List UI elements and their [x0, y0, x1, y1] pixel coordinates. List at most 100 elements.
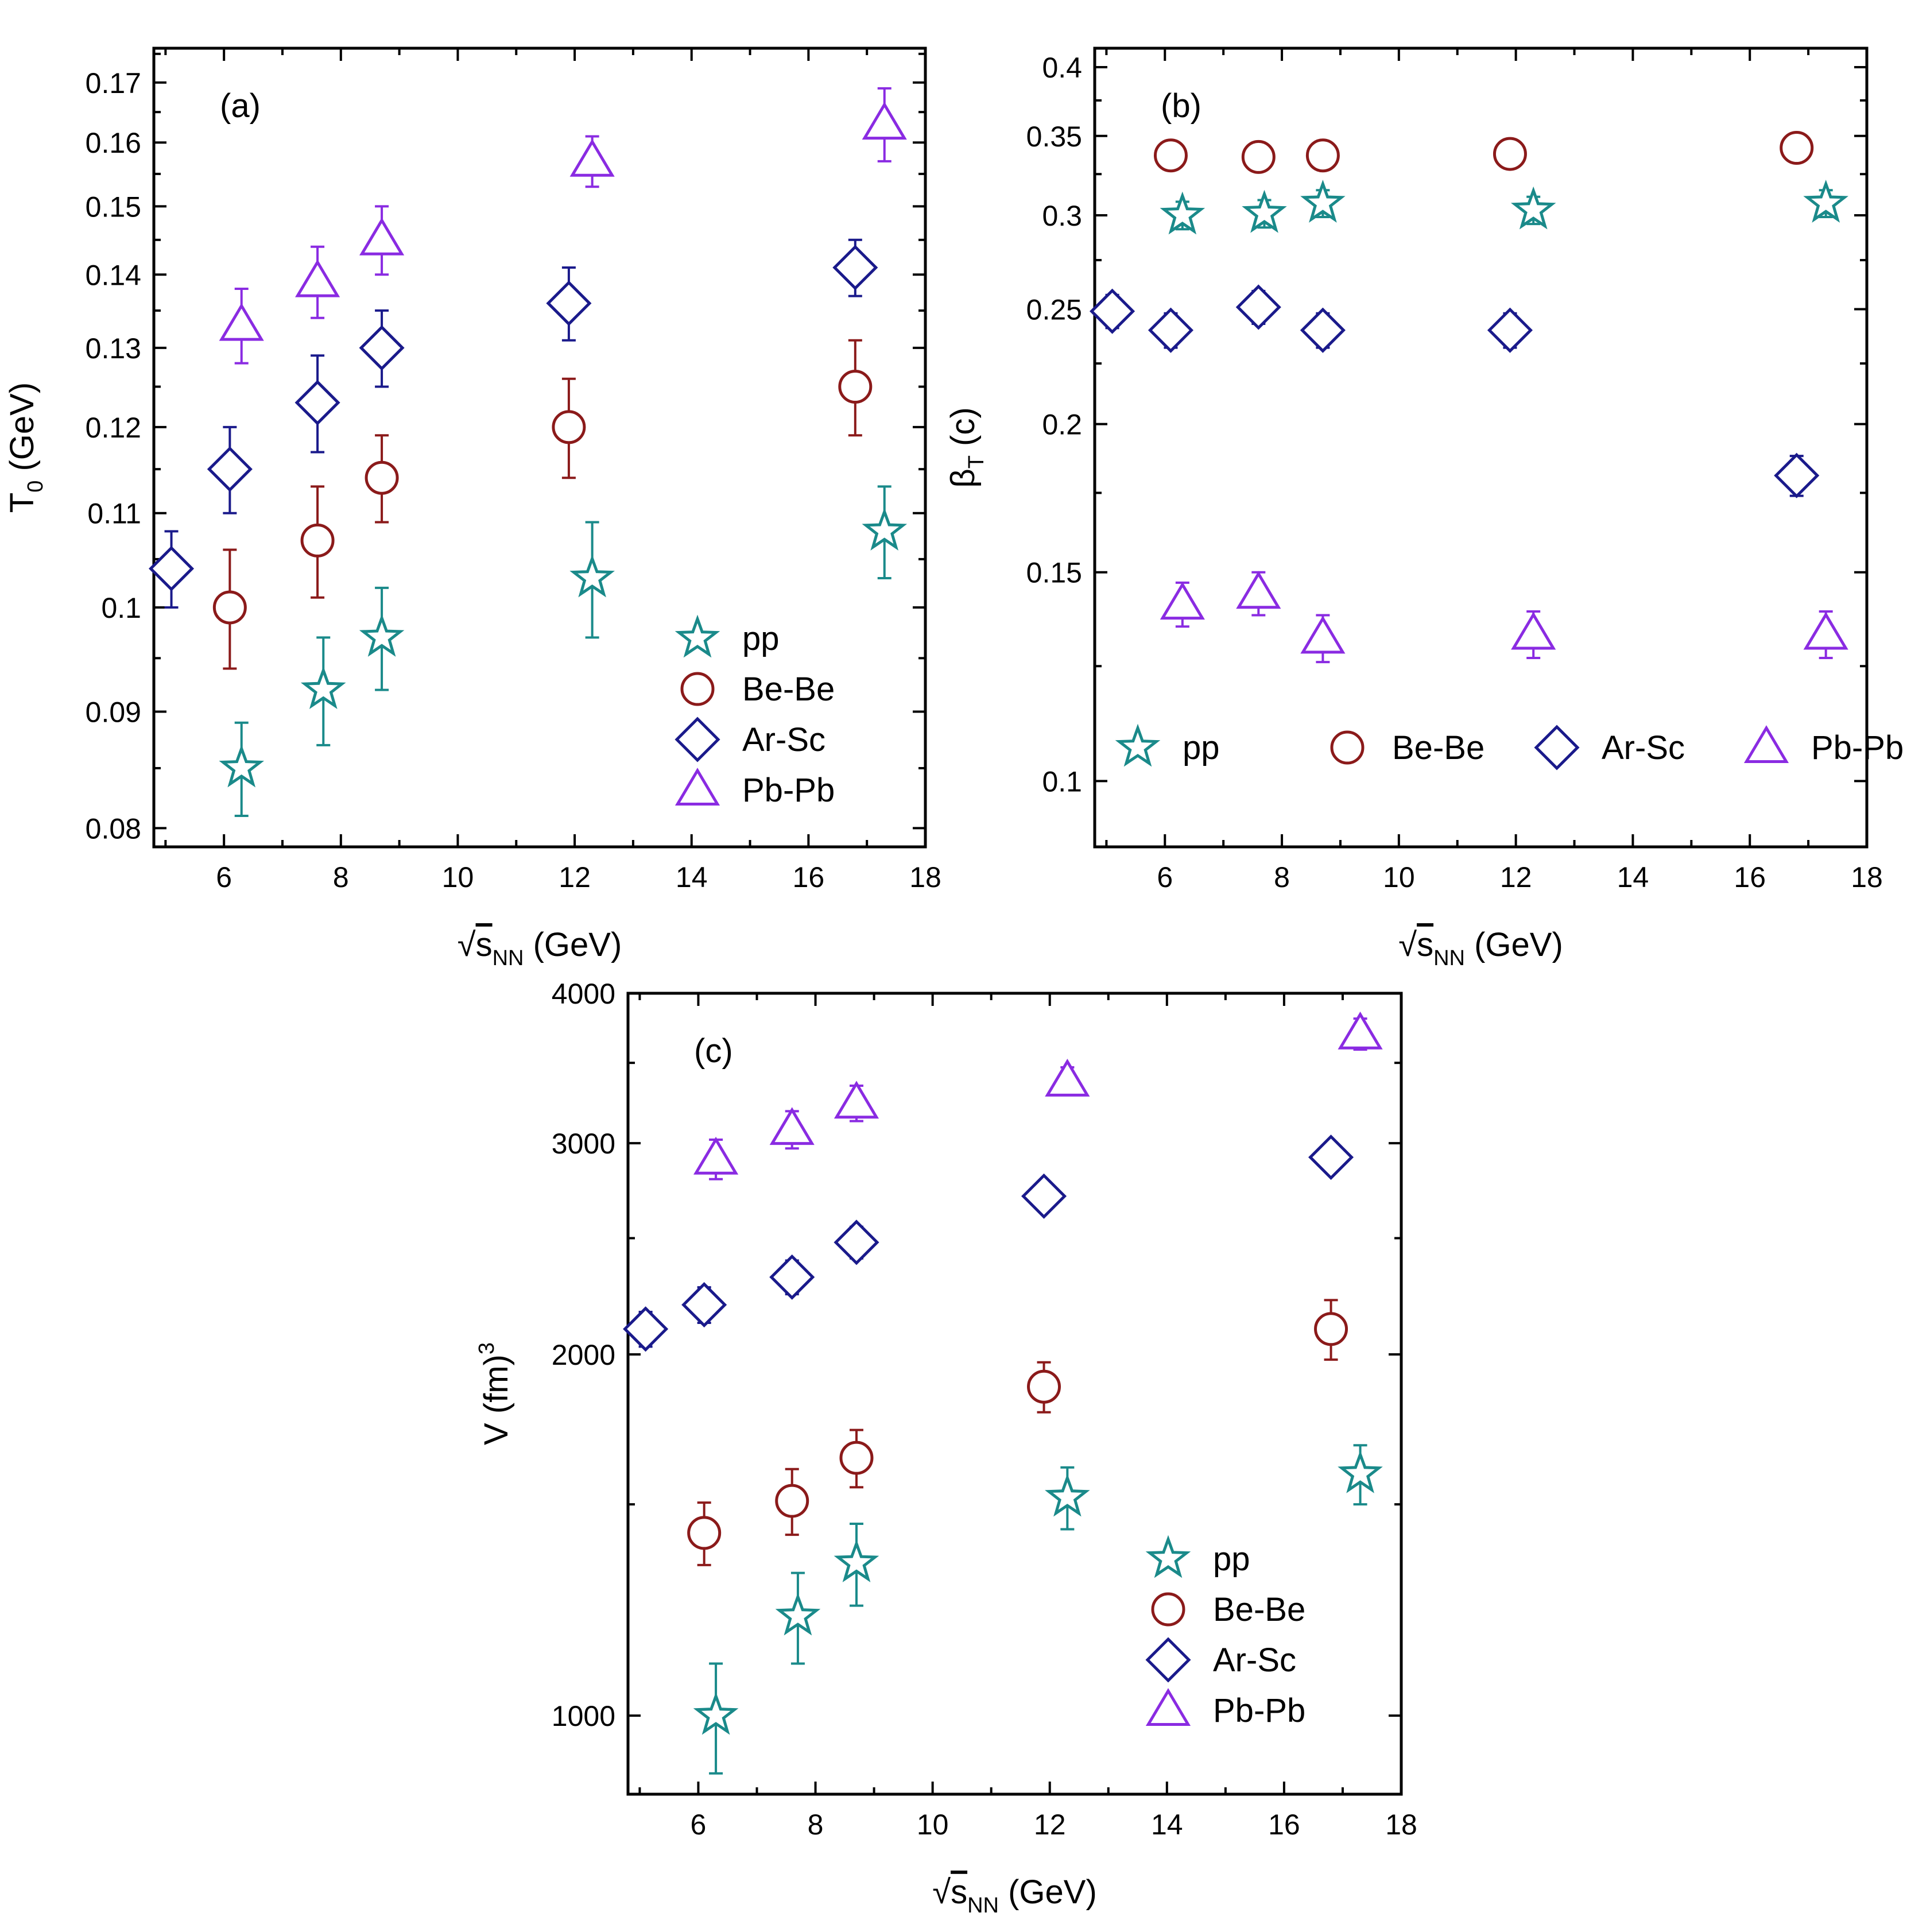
data-point-circle — [300, 523, 335, 557]
series-pp — [1160, 179, 1848, 235]
marker-backing — [1243, 141, 1274, 173]
x-tick-label: 18 — [909, 861, 941, 893]
panel-b: 6 8 10 12 14 16 18 0.1 0.15 0.2 0.25 0.3 0.35 0.4 (b) √… — [944, 47, 1904, 970]
data-point-circle — [1493, 137, 1527, 171]
marker-backing — [302, 525, 334, 556]
legend-item-pb-pb: Pb-Pb — [1743, 725, 1904, 766]
legend-triangle-icon — [1743, 725, 1789, 763]
series-be-be — [1153, 131, 1814, 174]
data-point-circle — [839, 1441, 874, 1475]
legend-label: Pb-Pb — [1811, 729, 1904, 766]
data-point-diamond — [1148, 307, 1193, 353]
data-point-diamond — [359, 325, 405, 371]
x-tick-label: 16 — [1268, 1809, 1300, 1841]
data-point-star — [1300, 179, 1346, 223]
x-tick-label: 14 — [1617, 861, 1649, 893]
legend-item-pb-pb: Pb-Pb — [675, 768, 835, 809]
data-point-triangle — [295, 259, 340, 297]
data-point-triangle — [693, 1136, 739, 1175]
legend-circle-icon — [1330, 730, 1365, 765]
x-tick-label: 10 — [442, 861, 474, 893]
data-point-diamond — [1308, 1135, 1354, 1180]
data-point-triangle — [1803, 611, 1848, 650]
panel-label: (b) — [1161, 87, 1201, 125]
data-point-triangle — [1236, 571, 1281, 609]
y-tick-label: 2000 — [552, 1339, 615, 1371]
data-point-diamond — [1021, 1173, 1067, 1219]
y-tick-label: 0.12 — [86, 412, 141, 444]
legend-circle-icon — [1151, 1592, 1185, 1627]
data-point-triangle — [1338, 1011, 1383, 1050]
plot-frame — [152, 47, 927, 849]
legend-label: Pb-Pb — [1213, 1692, 1305, 1729]
series-ar-sc — [149, 238, 878, 609]
data-point-diamond — [1774, 452, 1820, 498]
data-point-diamond — [681, 1282, 727, 1328]
x-tick-label: 6 — [691, 1809, 707, 1841]
series-ar-sc — [623, 1135, 1354, 1352]
data-point-star — [834, 1539, 879, 1582]
x-tick-label: 14 — [676, 861, 708, 893]
x-axis-label: √sNN (GeV) — [1398, 926, 1563, 970]
y-axis-label: V (fm)3 — [475, 1342, 515, 1445]
data-point-circle — [365, 460, 399, 495]
data-point-circle — [1027, 1369, 1061, 1404]
marker-backing — [366, 462, 398, 494]
legend-item-pp: pp — [1145, 1535, 1250, 1578]
legend-diamond-icon — [675, 717, 720, 762]
data-point-circle — [838, 370, 873, 404]
data-point-circle — [1241, 140, 1276, 174]
data-point-diamond — [623, 1306, 669, 1352]
y-tick-label: 0.4 — [1042, 52, 1082, 84]
legend-circle-icon — [680, 672, 715, 706]
data-point-triangle — [569, 138, 615, 177]
data-point-star — [1510, 186, 1556, 230]
x-tick-label: 8 — [808, 1809, 824, 1841]
marker-backing — [840, 1442, 872, 1474]
legend-item-be-be: Be-Be — [1330, 729, 1484, 766]
x-tick-label: 10 — [1383, 861, 1415, 893]
data-point-circle — [1153, 138, 1188, 173]
data-point-circle — [552, 410, 586, 444]
legend-star-icon — [1115, 723, 1161, 767]
data-point-triangle — [1511, 611, 1556, 650]
data-point-star — [693, 1691, 739, 1735]
legend-triangle-icon — [675, 768, 720, 806]
x-tick-label: 10 — [917, 1809, 949, 1841]
y-tick-label: 1000 — [552, 1700, 615, 1732]
marker-backing — [214, 591, 246, 623]
marker-backing — [1307, 140, 1339, 171]
y-tick-label: 0.17 — [86, 67, 141, 99]
data-point-triangle — [219, 303, 264, 341]
x-axis-label: √sNN (GeV) — [932, 1873, 1097, 1918]
series-pb-pb — [693, 1011, 1383, 1180]
legend: pp Be-Be Ar-Sc Pb-Pb — [675, 614, 835, 809]
legend-label: pp — [742, 620, 780, 657]
x-tick-label: 8 — [1274, 861, 1290, 893]
data-point-triangle — [1300, 615, 1346, 654]
data-point-star — [775, 1592, 821, 1636]
legend-item-ar-sc: Ar-Sc — [1145, 1637, 1296, 1683]
x-axis-label: √sNN (GeV) — [458, 926, 622, 970]
data-point-diamond — [832, 245, 878, 291]
legend: pp Be-Be Ar-Sc Pb-Pb — [1145, 1535, 1305, 1729]
legend-label: Be-Be — [1213, 1591, 1305, 1628]
y-axis-label: T0 (GeV) — [3, 382, 48, 513]
legend-label: Pb-Pb — [742, 772, 835, 809]
data-point-triangle — [359, 217, 405, 255]
legend-star-icon — [675, 614, 720, 658]
data-point-star — [569, 554, 615, 598]
legend-diamond-icon — [1534, 725, 1580, 771]
legend-label: pp — [1183, 729, 1220, 766]
x-tick-label: 6 — [216, 861, 232, 893]
data-point-circle — [1780, 131, 1814, 165]
legend-item-ar-sc: Ar-Sc — [675, 717, 825, 762]
data-point-star — [1242, 189, 1287, 233]
series-be-be — [212, 339, 873, 670]
y-tick-label: 0.16 — [86, 127, 141, 159]
legend-item-pb-pb: Pb-Pb — [1145, 1688, 1305, 1729]
data-point-circle — [212, 590, 247, 625]
panel-c: 6 8 10 12 14 16 18 1000 2000 3000 4000 (c) √sNN (GeV… — [475, 978, 1417, 1918]
data-point-diamond — [834, 1219, 879, 1265]
data-point-diamond — [1235, 284, 1281, 330]
